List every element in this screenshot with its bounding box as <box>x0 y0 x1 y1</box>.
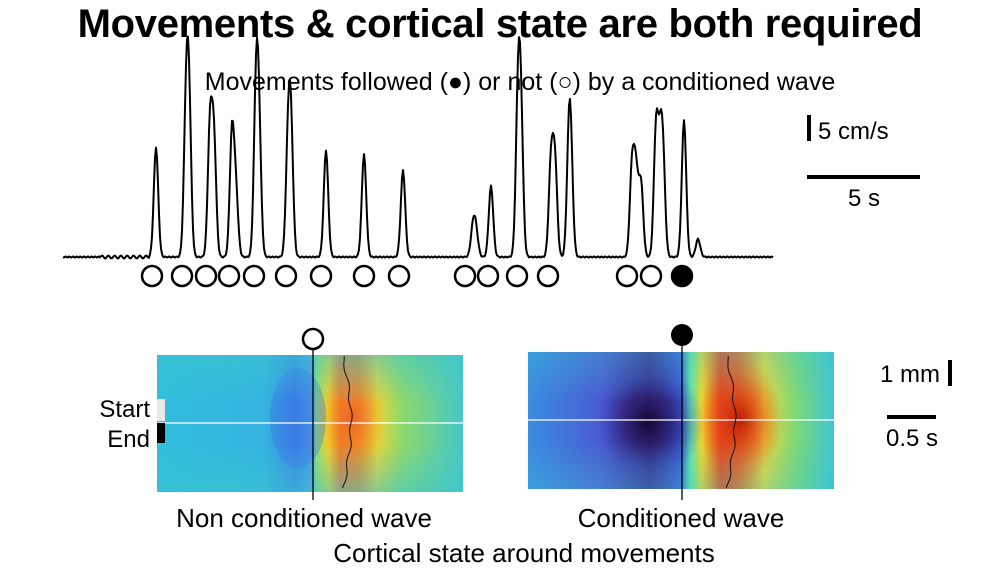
non-conditioned-wave-map <box>157 345 463 500</box>
conditioned-filled-circle-icon <box>671 324 693 346</box>
end-marker <box>157 423 165 443</box>
start-label: Start <box>99 396 150 423</box>
non-conditioned-movement-marker <box>309 264 333 288</box>
non-conditioned-movement-marker <box>639 264 663 288</box>
non-conditioned-movement-marker <box>140 264 164 288</box>
conditioned-wave-map <box>528 345 834 500</box>
movement-markers <box>140 264 694 288</box>
end-label: End <box>107 426 150 453</box>
non-conditioned-movement-marker <box>242 264 266 288</box>
speed-trace <box>62 35 774 260</box>
wavefront-line <box>341 356 353 489</box>
non-conditioned-open-circle-icon <box>301 327 325 351</box>
conditioned-caption: Conditioned wave <box>578 503 785 533</box>
start-marker <box>157 399 165 421</box>
non-conditioned-movement-marker <box>505 264 529 288</box>
trace-legend: Movements followed (●) or not (○) by a c… <box>204 68 836 96</box>
non-conditioned-movement-marker <box>170 264 194 288</box>
footer-caption: Cortical state around movements <box>333 538 715 568</box>
non-conditioned-movement-marker <box>194 264 218 288</box>
non-conditioned-movement-marker <box>352 264 376 288</box>
non-conditioned-movement-marker <box>476 264 500 288</box>
non-conditioned-caption: Non conditioned wave <box>176 503 432 533</box>
non-conditioned-movement-marker <box>217 264 241 288</box>
non-conditioned-movement-marker <box>615 264 639 288</box>
distance-scale-label: 1 mm <box>880 361 940 388</box>
time-scale-label: 5 s <box>848 185 880 212</box>
speed-scale-label: 5 cm/s <box>818 118 889 145</box>
conditioned-movement-marker <box>670 264 694 288</box>
non-conditioned-movement-marker <box>274 264 298 288</box>
main-title: Movements & cortical state are both requ… <box>77 2 923 46</box>
non-conditioned-movement-marker <box>453 264 477 288</box>
non-conditioned-movement-marker <box>536 264 560 288</box>
wavefront-line <box>725 356 737 489</box>
map-time-scale-label: 0.5 s <box>886 425 938 452</box>
non-conditioned-movement-marker <box>387 264 411 288</box>
